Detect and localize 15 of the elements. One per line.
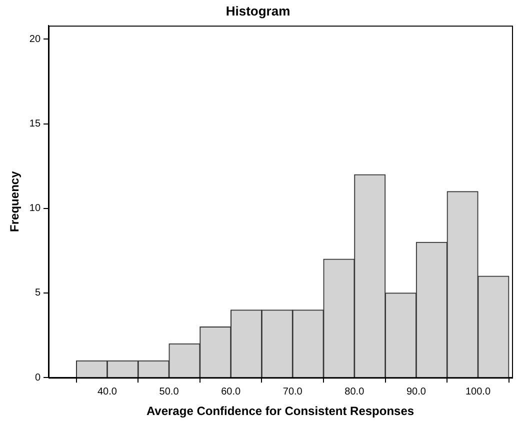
x-tick-label: 80.0 [344, 386, 365, 398]
x-tick-label: 100.0 [465, 386, 491, 398]
x-axis-title: Average Confidence for Consistent Responses [146, 404, 414, 418]
chart-title: Histogram [226, 3, 290, 18]
x-tick-label: 50.0 [159, 386, 180, 398]
y-tick-label: 0 [34, 372, 41, 384]
y-tick-label: 10 [29, 203, 41, 214]
x-tick-label: 40.0 [97, 386, 118, 398]
y-tick-label: 20 [29, 34, 41, 45]
y-tick-label: 5 [34, 288, 41, 299]
x-tick-label: 90.0 [406, 386, 426, 398]
x-tick-label: 70.0 [282, 386, 303, 398]
x-tick-label: 60.0 [221, 386, 241, 398]
y-tick-label: 15 [29, 118, 41, 130]
y-axis-title: Frequency [8, 170, 22, 232]
